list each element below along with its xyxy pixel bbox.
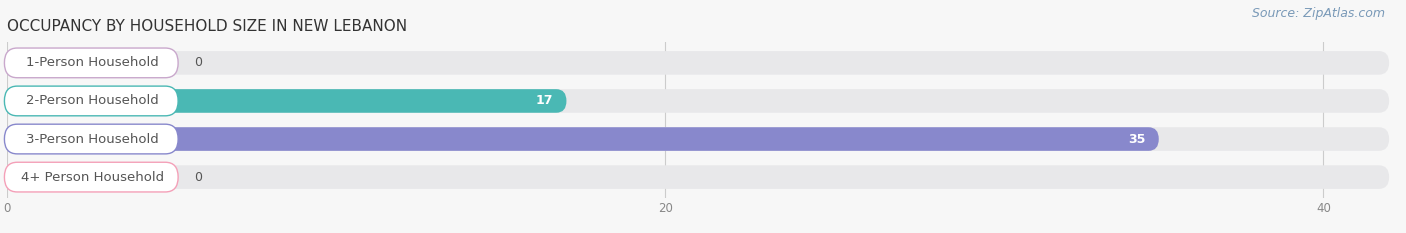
FancyBboxPatch shape [4, 162, 179, 192]
FancyBboxPatch shape [7, 89, 1389, 113]
Text: 4+ Person Household: 4+ Person Household [21, 171, 165, 184]
Text: 0: 0 [194, 171, 202, 184]
FancyBboxPatch shape [7, 165, 1389, 189]
FancyBboxPatch shape [4, 48, 179, 78]
Text: 3-Person Household: 3-Person Household [27, 133, 159, 146]
FancyBboxPatch shape [7, 127, 1389, 151]
Text: 0: 0 [194, 56, 202, 69]
FancyBboxPatch shape [7, 51, 1389, 75]
FancyBboxPatch shape [4, 86, 179, 116]
Text: 1-Person Household: 1-Person Household [27, 56, 159, 69]
Text: 17: 17 [536, 94, 554, 107]
Text: 35: 35 [1128, 133, 1146, 146]
Text: OCCUPANCY BY HOUSEHOLD SIZE IN NEW LEBANON: OCCUPANCY BY HOUSEHOLD SIZE IN NEW LEBAN… [7, 19, 408, 34]
Text: Source: ZipAtlas.com: Source: ZipAtlas.com [1251, 7, 1385, 20]
Text: 2-Person Household: 2-Person Household [27, 94, 159, 107]
FancyBboxPatch shape [4, 124, 179, 154]
FancyBboxPatch shape [7, 127, 1159, 151]
FancyBboxPatch shape [7, 89, 567, 113]
